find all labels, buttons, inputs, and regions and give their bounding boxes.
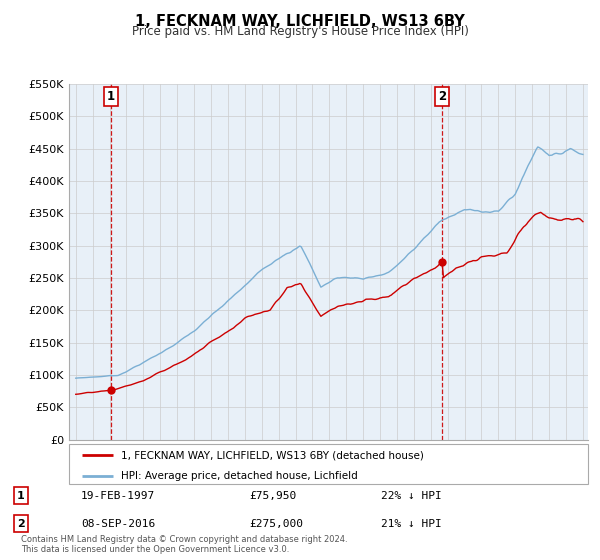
Text: 1, FECKNAM WAY, LICHFIELD, WS13 6BY (detached house): 1, FECKNAM WAY, LICHFIELD, WS13 6BY (det… <box>121 450 424 460</box>
Text: 2: 2 <box>17 519 25 529</box>
FancyBboxPatch shape <box>69 444 588 484</box>
Text: HPI: Average price, detached house, Lichfield: HPI: Average price, detached house, Lich… <box>121 470 358 480</box>
Text: 2: 2 <box>438 90 446 104</box>
Text: Price paid vs. HM Land Registry's House Price Index (HPI): Price paid vs. HM Land Registry's House … <box>131 25 469 38</box>
Text: Contains HM Land Registry data © Crown copyright and database right 2024.
This d: Contains HM Land Registry data © Crown c… <box>21 535 347 554</box>
Text: 22% ↓ HPI: 22% ↓ HPI <box>381 491 442 501</box>
Text: 21% ↓ HPI: 21% ↓ HPI <box>381 519 442 529</box>
Text: 08-SEP-2016: 08-SEP-2016 <box>81 519 155 529</box>
Text: £275,000: £275,000 <box>249 519 303 529</box>
Text: 1, FECKNAM WAY, LICHFIELD, WS13 6BY: 1, FECKNAM WAY, LICHFIELD, WS13 6BY <box>135 14 465 29</box>
Text: 19-FEB-1997: 19-FEB-1997 <box>81 491 155 501</box>
Text: 1: 1 <box>107 90 115 104</box>
Text: 1: 1 <box>17 491 25 501</box>
Text: £75,950: £75,950 <box>249 491 296 501</box>
